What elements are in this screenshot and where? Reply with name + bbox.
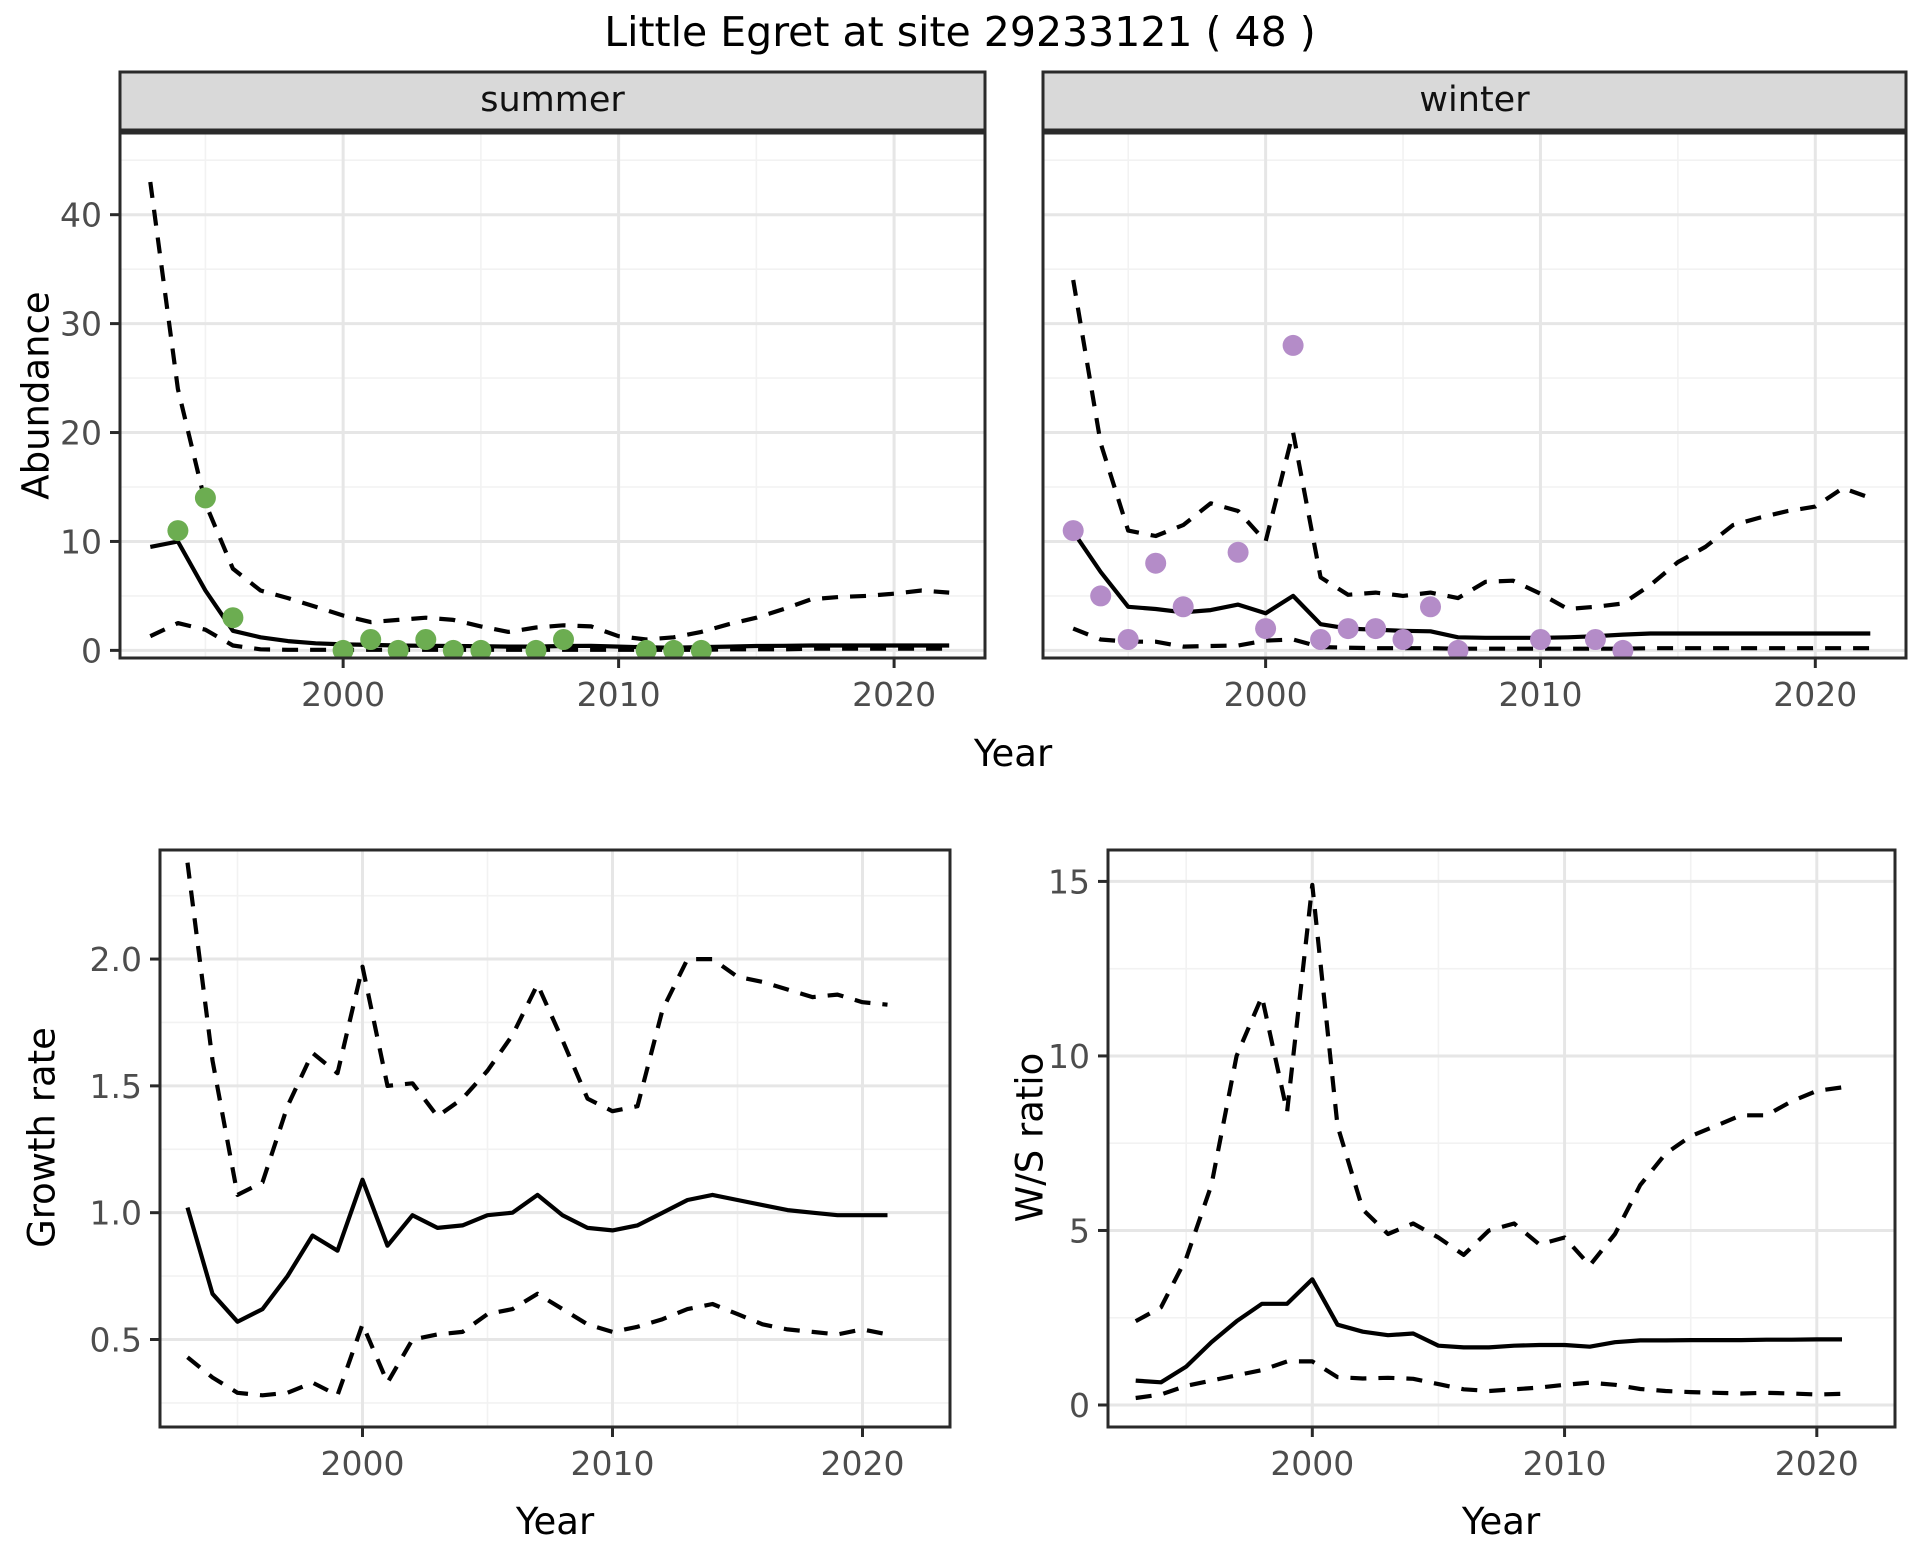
panel-border — [118, 131, 987, 660]
data-point — [1337, 618, 1359, 640]
series-line-dashed — [1134, 882, 1843, 1324]
data-point — [332, 639, 354, 658]
data-point — [194, 487, 216, 509]
data-point — [553, 629, 574, 650]
data-point — [1584, 629, 1606, 650]
data-point — [525, 639, 547, 658]
x-tick-label: 2000 — [321, 1444, 405, 1483]
y-tick-label: 20 — [60, 414, 102, 453]
series-line-solid — [1071, 530, 1871, 640]
series-line-dashed — [1072, 626, 1871, 651]
data-point — [1255, 618, 1277, 640]
y-axis-title-abundance: Abundance — [14, 291, 58, 500]
strip-background — [1041, 70, 1908, 132]
facet-strip-label-summer: summer — [480, 80, 625, 120]
facet-strip-label-winter: winter — [1419, 80, 1530, 120]
series-group — [1134, 882, 1843, 1401]
x-tick-label: 2010 — [577, 675, 661, 714]
data-point — [387, 639, 409, 658]
panel-abundance_winter: 2000 2010 2020 — [1041, 70, 1908, 714]
strip-background — [118, 70, 987, 132]
x-tick-label: 2010 — [571, 1444, 655, 1483]
data-point — [1365, 618, 1387, 640]
panel-border — [1041, 131, 1908, 660]
x-tick-label: 2000 — [1270, 1444, 1354, 1483]
data-point — [1310, 629, 1332, 650]
y-tick-label: 40 — [60, 196, 102, 235]
x-axis-title-ws-ratio: Year — [1461, 1500, 1541, 1543]
data-point — [690, 639, 712, 658]
x-tick-label: 2020 — [821, 1444, 905, 1483]
series-group — [185, 862, 888, 1398]
y-tick-label: 1.5 — [90, 1067, 142, 1106]
data-point — [470, 639, 492, 658]
x-tick-label: 2020 — [1775, 1444, 1859, 1483]
panel-background — [1108, 850, 1895, 1427]
data-point — [1447, 639, 1469, 658]
y-tick-label: 10 — [60, 522, 102, 561]
y-tick-label: 0 — [1069, 1386, 1090, 1425]
x-axis-title-top: Year — [973, 732, 1053, 775]
y-tick-label: 0 — [81, 631, 102, 670]
data-point — [167, 520, 189, 542]
series-line-solid — [185, 1177, 888, 1324]
chart-title: Little Egret at site 29233121 ( 48 ) — [604, 8, 1316, 56]
data-point — [360, 629, 382, 650]
y-axis-title-growth-rate: Growth rate — [20, 1027, 64, 1248]
series-group — [1062, 279, 1872, 658]
y-tick-label: 15 — [1048, 862, 1090, 901]
data-point — [222, 607, 244, 629]
panel-border — [158, 848, 952, 1429]
series-line-dashed — [148, 181, 950, 642]
series-line-dashed — [1071, 279, 1872, 612]
data-point — [1420, 596, 1441, 618]
x-tick-label: 2010 — [1523, 1444, 1607, 1483]
x-tick-label: 2000 — [301, 675, 385, 714]
series-line-solid — [149, 539, 950, 650]
series-line-dashed — [149, 620, 950, 652]
data-point — [1090, 585, 1112, 607]
data-point — [1062, 520, 1084, 542]
data-point — [663, 639, 685, 658]
data-point — [1392, 629, 1414, 650]
series-line-dashed — [186, 1291, 888, 1398]
panel-background — [120, 133, 985, 658]
panel-background — [1043, 133, 1906, 658]
y-tick-label: 2.0 — [90, 940, 142, 979]
data-point — [1117, 629, 1139, 650]
y-tick-label: 1.0 — [90, 1194, 142, 1233]
x-tick-label: 2020 — [852, 675, 936, 714]
series-line-dashed — [1135, 1359, 1843, 1401]
y-tick-label: 0.5 — [90, 1320, 142, 1359]
panel-growth_rate: 2000 2010 2020 0.5 1.0 1.5 2.0 — [90, 848, 952, 1483]
panel-abundance_summer: 2000 2010 2020 0 10 20 30 40 — [60, 70, 987, 714]
data-point — [1145, 552, 1167, 574]
y-axis-title-ws-ratio: W/S ratio — [1008, 1052, 1052, 1223]
data-point — [1282, 334, 1304, 356]
x-tick-label: 2000 — [1224, 675, 1308, 714]
data-point — [1172, 596, 1194, 618]
x-tick-label: 2020 — [1773, 675, 1857, 714]
y-tick-label: 10 — [1048, 1037, 1090, 1076]
y-tick-label: 30 — [60, 305, 102, 344]
series-line-solid — [1135, 1277, 1842, 1385]
data-point — [635, 639, 657, 658]
x-tick-label: 2010 — [1498, 675, 1582, 714]
panel-border — [1106, 848, 1897, 1429]
series-group — [148, 181, 950, 658]
x-axis-title-growth-rate: Year — [515, 1500, 595, 1543]
series-line-dashed — [185, 862, 888, 1198]
data-point — [1530, 629, 1551, 650]
data-point — [1612, 639, 1634, 658]
panel-ws_ratio: 2000 2010 2020 0 5 10 15 — [1048, 848, 1897, 1483]
y-tick-label: 5 — [1069, 1211, 1090, 1250]
data-point — [442, 639, 464, 658]
data-point — [415, 629, 437, 650]
data-point — [1227, 541, 1249, 563]
